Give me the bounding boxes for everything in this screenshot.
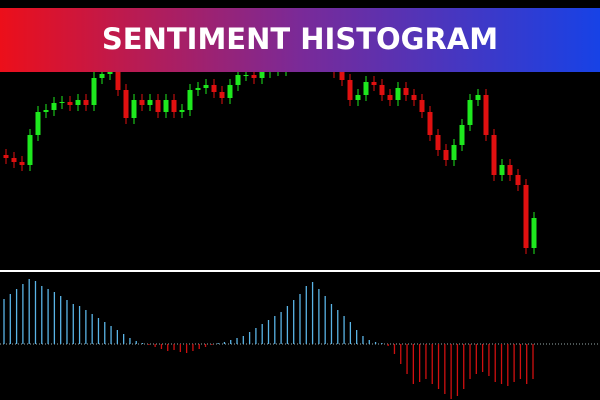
candle-body — [211, 85, 217, 92]
candle-body — [139, 100, 145, 105]
candle-body — [395, 88, 401, 100]
candle-body — [515, 175, 521, 185]
title-banner — [0, 8, 600, 72]
candle-body — [403, 88, 409, 95]
candle-body — [371, 82, 377, 85]
candle-body — [459, 125, 465, 145]
candle-body — [227, 85, 233, 98]
candle-body — [379, 85, 385, 95]
candle-body — [3, 155, 9, 158]
candle-body — [35, 112, 41, 135]
candle-body — [59, 102, 65, 103]
candle-body — [83, 100, 89, 105]
candle-body — [427, 112, 433, 135]
candle-body — [443, 150, 449, 160]
candle-body — [43, 110, 49, 112]
candle-body — [451, 145, 457, 160]
candle-body — [123, 90, 129, 118]
candle-body — [91, 78, 97, 105]
candle-body — [203, 85, 209, 88]
candle-body — [147, 100, 153, 105]
candle-body — [483, 95, 489, 135]
candle-body — [363, 82, 369, 95]
candle-body — [27, 135, 33, 165]
chart-title: SENTIMENT HISTOGRAM — [102, 22, 498, 56]
candle-body — [219, 92, 225, 98]
candle-body — [347, 80, 353, 100]
candle-body — [259, 72, 265, 78]
candle-body — [115, 72, 121, 90]
candle-body — [251, 75, 257, 78]
candle-body — [235, 75, 241, 85]
candle-body — [163, 100, 169, 112]
candle-body — [243, 75, 249, 76]
candle-body — [531, 218, 537, 248]
candle-body — [131, 100, 137, 118]
candle-body — [339, 72, 345, 80]
candle-body — [523, 185, 529, 248]
candle-body — [491, 135, 497, 175]
candle-body — [411, 95, 417, 100]
candle-body — [419, 100, 425, 112]
candle-body — [355, 95, 361, 100]
candle-body — [99, 74, 105, 78]
candle-body — [75, 100, 81, 105]
candle-body — [467, 100, 473, 125]
candle-body — [179, 110, 185, 112]
candle-body — [475, 95, 481, 100]
candle-body — [507, 165, 513, 175]
candle-body — [67, 102, 73, 105]
candle-body — [19, 162, 25, 165]
candle-body — [11, 158, 17, 162]
candle-body — [499, 165, 505, 175]
candle-body — [435, 135, 441, 150]
candle-body — [195, 88, 201, 90]
candle-body — [155, 100, 161, 112]
candle-body — [387, 95, 393, 100]
candle-body — [187, 90, 193, 110]
histogram-panel — [0, 279, 600, 399]
candle-body — [171, 100, 177, 112]
candle-body — [51, 103, 57, 110]
candle-panel — [3, 52, 537, 254]
candle-body — [107, 72, 113, 74]
